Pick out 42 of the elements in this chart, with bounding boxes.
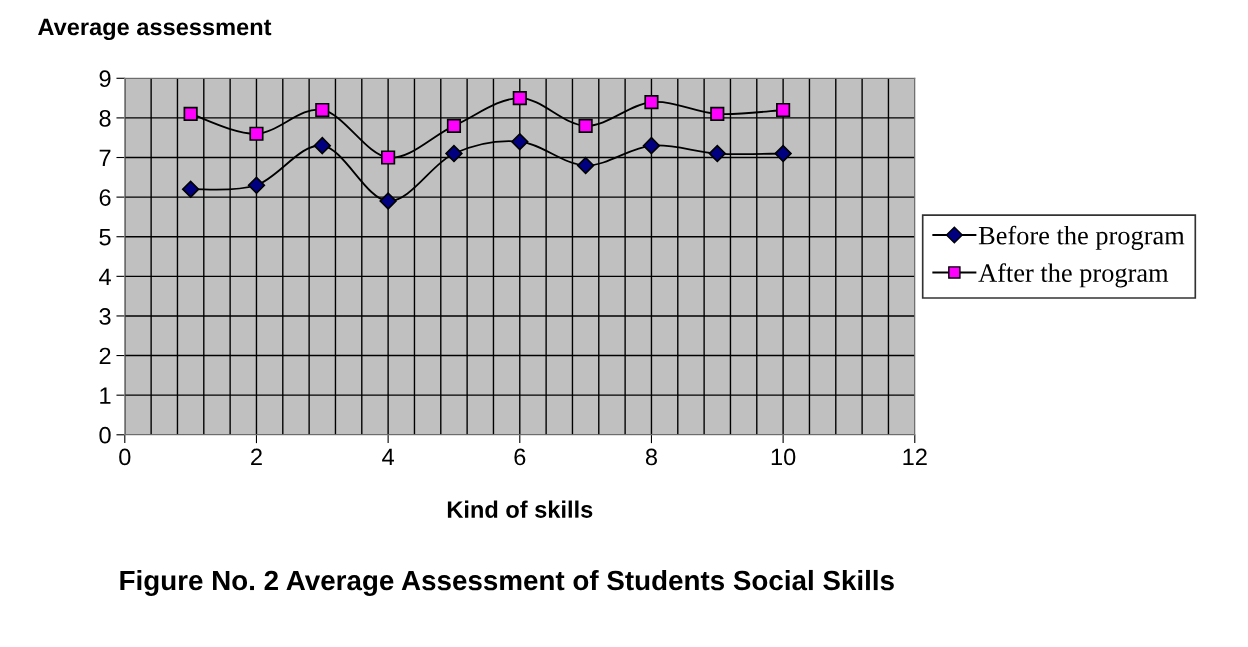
point [313,136,331,155]
x-tick-label: 2 [251,448,262,466]
y-tick-label: 7 [99,149,111,167]
x-tick-label: 4 [382,448,394,466]
x-tick-label: 0 [119,448,131,466]
point [774,144,792,163]
point [644,94,659,110]
point [776,102,791,118]
y-tick-label: 9 [99,70,111,88]
y-tick-label: 5 [99,229,111,246]
y-tick-label: 1 [100,387,111,404]
point [642,136,661,155]
x-axis-title: Kind of skills [447,500,593,518]
y-tick-label: 8 [99,109,111,127]
point [379,192,397,210]
x-tick-label: 6 [514,448,526,466]
point [249,126,264,141]
x-tick-label: 8 [645,448,657,466]
y-tick-label: 4 [99,268,111,285]
point [247,176,266,194]
point [446,118,462,133]
point [445,144,463,163]
point [183,106,198,122]
point [315,102,330,118]
text: Figure No. 2 Average Assessment of Students Social Skills [120,569,894,596]
y-axis-title: Average assessment [38,18,272,41]
point [576,156,595,175]
point [710,106,725,122]
y-tick-label: 3 [99,308,111,325]
legend-label: After the program [978,263,1169,288]
point [511,132,529,151]
x-tick-label: 12 [903,448,927,466]
point [578,118,593,133]
legend-label: Before the program [978,225,1185,250]
x-tick-label: 10 [771,448,796,466]
y-tick-label: 0 [99,426,111,444]
point [708,144,726,163]
point [381,150,396,165]
y-tick-label: 2 [99,347,111,365]
point [512,91,527,106]
y-tick-label: 6 [99,189,111,206]
point [181,180,200,198]
